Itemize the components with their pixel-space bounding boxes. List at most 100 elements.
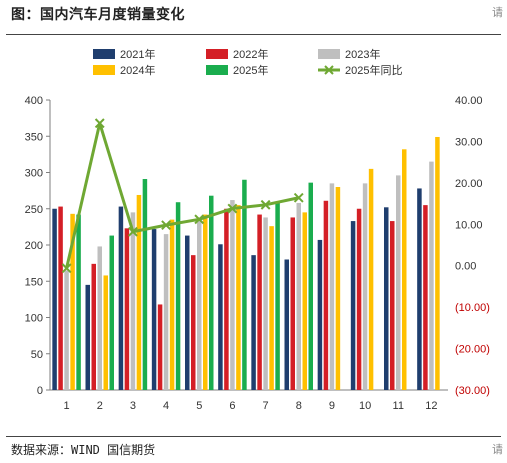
left-tick-label: 100 — [25, 313, 43, 325]
legend-marker-stroke — [324, 65, 334, 75]
bar-2021年 — [85, 284, 90, 390]
yoy-marker-stroke — [227, 203, 238, 214]
bar-2023年 — [64, 270, 69, 390]
left-tick-label: 150 — [25, 276, 43, 288]
yoy-marker-stroke — [260, 199, 271, 210]
bar-2023年 — [296, 202, 301, 390]
yoy-point — [128, 226, 138, 237]
yoy-point — [194, 214, 205, 225]
bar-2021年 — [185, 235, 190, 390]
legend-swatch — [206, 49, 228, 59]
yoy-marker-stroke — [94, 118, 105, 129]
chart-area: 2021年 2022年 2023年 2024年 2025年 2025年同比 0 50 100 1… — [25, 47, 490, 412]
bar-2022年 — [323, 200, 329, 390]
bar-2023年 — [263, 217, 268, 390]
right-tick-label: 20.00 — [455, 178, 483, 190]
yoy-point — [293, 192, 304, 203]
bar-2022年 — [390, 221, 395, 390]
bar-2021年 — [251, 255, 256, 390]
right-tick-label: (20.00) — [455, 344, 490, 356]
bar-2024年 — [236, 205, 241, 390]
bar-2023年 — [329, 183, 335, 390]
bar-2023年 — [163, 234, 169, 390]
legend-label: 2021年 — [120, 47, 155, 61]
bar-2021年 — [218, 244, 223, 390]
bar-2024年 — [335, 187, 341, 390]
bar-2025年 — [76, 214, 81, 390]
bar-2021年 — [284, 259, 289, 390]
legend-item: 2024年 — [93, 63, 155, 77]
legend-item: 2023年 — [318, 47, 380, 61]
legend-label: 2023年 — [345, 47, 380, 61]
yoy-point — [260, 199, 271, 210]
yoy-line-path — [65, 121, 300, 269]
left-tick-label: 50 — [31, 349, 43, 361]
left-tick-label: 300 — [25, 168, 43, 180]
x-tick-label: 1 — [64, 400, 70, 412]
chart-legend: 2021年 2022年 2023年 2024年 2025年 2025年同比 — [93, 47, 402, 77]
bar-2025年 — [109, 235, 114, 390]
bar-2023年 — [197, 217, 202, 390]
x-tick-label: 11 — [393, 400, 404, 412]
bar-2025年 — [308, 182, 313, 390]
bar-2021年 — [417, 188, 422, 390]
bar-2024年 — [136, 194, 142, 390]
x-tick-label: 6 — [229, 400, 235, 412]
legend-swatch — [93, 65, 115, 75]
bar-2024年 — [269, 226, 274, 390]
yoy-marker-stroke — [194, 214, 205, 225]
bar-2024年 — [368, 168, 374, 390]
x-tick-label: 5 — [196, 400, 202, 412]
left-tick-label: 200 — [25, 240, 43, 252]
bar-2022年 — [58, 206, 63, 390]
yoy-point — [94, 118, 105, 129]
bar-2025年 — [175, 202, 181, 390]
legend-swatch — [318, 49, 340, 59]
source-note: 数据来源：WIND 国信期货 — [11, 443, 156, 457]
legend-item-yoy: 2025年同比 — [318, 63, 402, 77]
bar-2025年 — [275, 202, 280, 390]
bar-2022年 — [157, 304, 163, 390]
corner-mark-top: 请 — [492, 6, 503, 19]
x-tick-label: 12 — [425, 400, 437, 412]
right-tick-label: (30.00) — [455, 385, 490, 397]
bar-2024年 — [169, 219, 175, 390]
chart-bars — [52, 136, 440, 390]
left-tick-label: 250 — [25, 204, 43, 216]
right-tick-label: 0.00 — [455, 261, 476, 273]
bar-2024年 — [402, 149, 407, 390]
legend-label: 2025年 — [233, 63, 268, 77]
bottom-rule — [6, 436, 501, 437]
yoy-marker-stroke — [128, 226, 138, 237]
x-tick-label: 4 — [163, 400, 169, 412]
legend-item: 2025年 — [206, 63, 268, 77]
bar-2022年 — [423, 205, 428, 390]
bar-2021年 — [151, 229, 157, 390]
bar-2023年 — [230, 200, 235, 390]
bar-2024年 — [203, 214, 208, 390]
legend-item: 2022年 — [206, 47, 268, 61]
bar-2025年 — [142, 179, 148, 390]
x-tick-label: 10 — [359, 400, 371, 412]
figure-title: 图：国内汽车月度销量变化 — [11, 7, 185, 23]
yoy-point — [61, 263, 72, 274]
bar-2023年 — [396, 175, 401, 390]
bar-2023年 — [362, 183, 368, 390]
right-tick-label: (10.00) — [455, 302, 490, 314]
bar-2022年 — [356, 208, 362, 390]
legend-label: 2022年 — [233, 47, 268, 61]
right-tick-label: 10.00 — [455, 219, 483, 231]
bar-2022年 — [91, 263, 96, 390]
right-tick-label: 30.00 — [455, 136, 483, 148]
yoy-marker-stroke — [61, 263, 72, 274]
yoy-marker-stroke — [161, 220, 171, 231]
left-tick-label: 350 — [25, 131, 43, 143]
x-tick-label: 2 — [97, 400, 103, 412]
bar-2024年 — [70, 213, 75, 390]
legend-swatch — [93, 49, 115, 59]
x-tick-label: 8 — [296, 400, 302, 412]
legend-label: 2025年同比 — [345, 63, 402, 77]
x-tick-label: 7 — [263, 400, 269, 412]
bar-2024年 — [435, 136, 440, 390]
bar-2022年 — [290, 217, 295, 390]
